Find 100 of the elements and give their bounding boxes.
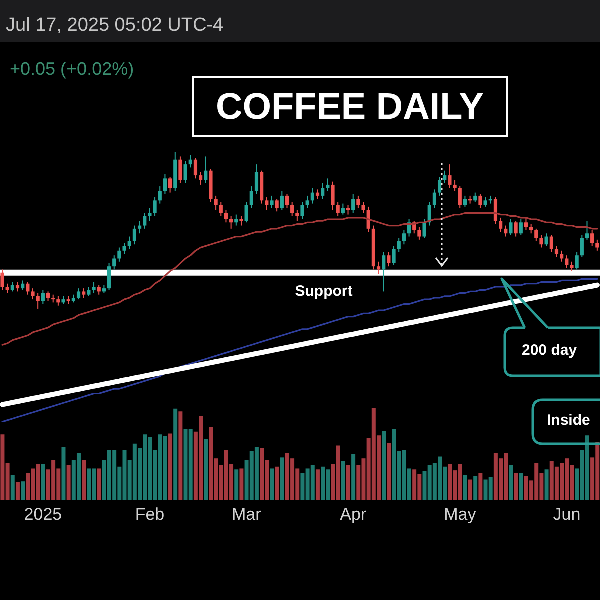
- bar: [240, 468, 244, 500]
- candlestick: [178, 156, 182, 184]
- text: +0.05 (+0.02%): [10, 59, 134, 79]
- bar: [10, 475, 15, 500]
- candlestick: [494, 197, 498, 225]
- candlestick: [514, 220, 518, 238]
- bar: [275, 466, 280, 500]
- bar: [62, 448, 66, 500]
- candlestick: [168, 176, 172, 194]
- candlestick: [250, 186, 254, 210]
- bar: [178, 412, 183, 500]
- candlestick: [326, 178, 330, 192]
- bar: [16, 482, 20, 500]
- bar: [387, 442, 392, 500]
- candlestick: [296, 210, 300, 222]
- candlestick: [270, 195, 274, 210]
- candlestick: [519, 219, 523, 236]
- bar: [316, 470, 320, 500]
- candlestick: [204, 156, 208, 184]
- candlestick: [387, 252, 391, 268]
- text: Jul 17, 2025 05:02 UTC-4: [6, 15, 224, 36]
- x-tick-label: Mar: [232, 505, 262, 524]
- bar: [280, 458, 284, 500]
- candlestick: [570, 261, 574, 272]
- candlestick: [199, 172, 203, 186]
- bar: [474, 476, 478, 500]
- candlestick: [453, 180, 457, 192]
- candlestick: [418, 226, 422, 240]
- candlestick: [300, 202, 304, 220]
- candlestick: [448, 164, 452, 189]
- candlestick: [290, 202, 294, 217]
- bar: [352, 454, 356, 500]
- candlestick: [484, 197, 488, 208]
- annotation: Inside: [547, 412, 590, 429]
- candlestick: [474, 192, 478, 203]
- candlestick: [230, 216, 234, 230]
- candlestick: [244, 202, 248, 224]
- bar: [468, 480, 473, 500]
- candlestick: [234, 214, 238, 226]
- candlestick: [97, 284, 101, 296]
- candlestick: [41, 290, 45, 305]
- x-tick-label: May: [444, 505, 477, 524]
- candlestick: [565, 255, 569, 269]
- candlestick: [376, 261, 381, 275]
- bar: [519, 473, 524, 500]
- candlestick: [550, 234, 554, 253]
- candlestick: [148, 208, 152, 222]
- text: 200 day: [522, 342, 578, 359]
- candlestick: [240, 216, 244, 226]
- bar: [382, 431, 386, 500]
- bar: [341, 461, 346, 500]
- candlestick: [214, 195, 218, 211]
- candlestick: [316, 189, 320, 200]
- bar: [509, 465, 514, 500]
- candlestick: [382, 252, 386, 292]
- candlestick: [336, 202, 340, 217]
- bar: [234, 470, 239, 500]
- candlestick: [112, 255, 116, 270]
- candlestick: [31, 288, 35, 300]
- candlestick: [254, 164, 259, 195]
- candlestick: [352, 194, 356, 214]
- candlestick: [310, 188, 314, 204]
- candlestick: [362, 202, 366, 214]
- x-tick-label: Jun: [553, 505, 581, 524]
- candlestick: [438, 176, 442, 196]
- candlestick: [540, 234, 544, 248]
- candlestick: [219, 202, 223, 217]
- candlestick: [499, 217, 503, 233]
- candlestick: [10, 282, 14, 292]
- candlestick: [580, 234, 584, 258]
- candlestick: [265, 197, 269, 211]
- candlestick: [392, 246, 396, 266]
- candlestick: [128, 236, 132, 250]
- bar: [270, 468, 274, 500]
- candlestick: [143, 212, 147, 230]
- candlestick: [321, 182, 325, 200]
- chart-title: COFFEE DAILY: [216, 86, 484, 127]
- candlestick: [478, 194, 482, 210]
- candlestick: [554, 246, 559, 258]
- candlestick: [504, 225, 508, 238]
- candlestick: [107, 262, 112, 291]
- candlestick: [153, 197, 157, 217]
- bar: [514, 473, 518, 500]
- candlestick: [575, 252, 579, 270]
- candlestick: [402, 230, 406, 246]
- bar: [97, 468, 102, 500]
- candlestick: [280, 190, 284, 211]
- candlestick: [341, 203, 345, 216]
- candlestick: [224, 210, 228, 224]
- candlestick: [443, 170, 447, 184]
- candlestick: [585, 220, 590, 240]
- bar: [41, 464, 46, 500]
- bar: [478, 473, 483, 500]
- candlestick: [590, 230, 594, 247]
- candlestick: [596, 239, 600, 252]
- candlestick: [463, 195, 468, 208]
- bar: [66, 465, 71, 500]
- candlestick: [16, 282, 20, 292]
- bar: [82, 460, 86, 500]
- candlestick: [6, 283, 10, 294]
